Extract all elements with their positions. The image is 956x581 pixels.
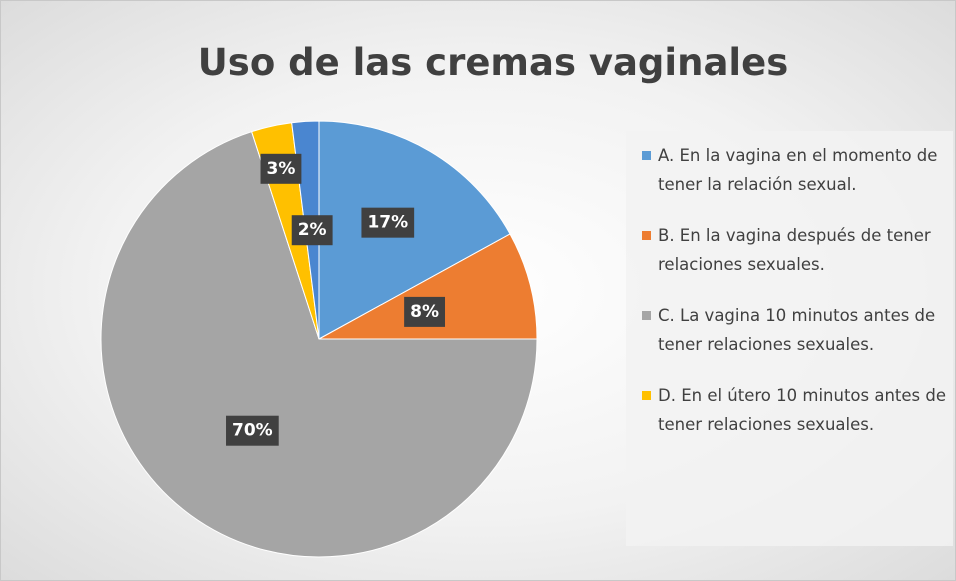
legend-swatch bbox=[642, 311, 651, 320]
data-label-box bbox=[260, 153, 302, 184]
legend-item: A. En la vagina en el momento de tener l… bbox=[636, 141, 949, 199]
legend-label: A. En la vagina en el momento de tener l… bbox=[658, 146, 938, 194]
legend-item: D. En el útero 10 minutos antes de tener… bbox=[636, 381, 949, 439]
data-label: 2% bbox=[298, 220, 327, 240]
legend-item: B. En la vagina después de tener relacio… bbox=[636, 221, 949, 279]
legend-item: C. La vagina 10 minutos antes de tener r… bbox=[636, 301, 949, 359]
data-label-box bbox=[361, 207, 415, 238]
chart-title: Uso de las cremas vaginales bbox=[198, 41, 788, 84]
legend-label: C. La vagina 10 minutos antes de tener r… bbox=[658, 306, 936, 354]
legend-swatch bbox=[642, 231, 651, 240]
legend-label: B. En la vagina después de tener relacio… bbox=[658, 226, 931, 274]
legend-swatch bbox=[642, 391, 651, 400]
data-label: 70% bbox=[232, 421, 273, 441]
legend-swatch bbox=[642, 151, 651, 160]
data-label: 3% bbox=[267, 159, 296, 179]
data-label-box bbox=[226, 415, 279, 446]
legend-label: D. En el útero 10 minutos antes de tener… bbox=[658, 386, 947, 434]
data-label-box bbox=[291, 215, 333, 246]
pie-slice bbox=[100, 131, 538, 558]
legend: A. En la vagina en el momento de tener l… bbox=[626, 131, 953, 546]
data-label-box bbox=[404, 296, 446, 327]
data-label: 8% bbox=[410, 302, 439, 322]
pie-slice bbox=[318, 120, 511, 340]
pie-slice bbox=[318, 233, 538, 340]
data-label: 17% bbox=[367, 213, 408, 233]
